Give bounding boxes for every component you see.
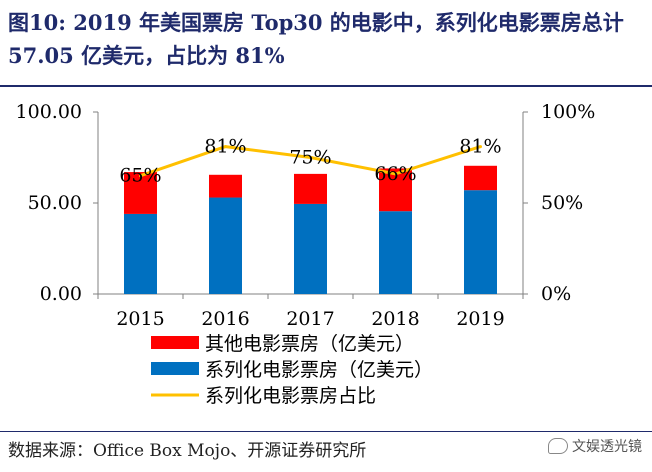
x-tick-label: 2019 xyxy=(456,308,504,330)
x-tick-label: 2018 xyxy=(371,308,419,330)
y-right-tick-label: 50% xyxy=(541,192,583,214)
bar-series-2016 xyxy=(209,197,242,294)
legend-swatch-0 xyxy=(151,336,199,349)
bar-other-2019 xyxy=(464,165,497,191)
y-left-tick-label: 50.00 xyxy=(28,192,82,214)
bar-series-2017 xyxy=(294,203,327,294)
bar-series-2015 xyxy=(124,213,157,294)
x-tick-label: 2015 xyxy=(116,308,164,330)
share-label-2015: 65% xyxy=(119,165,161,187)
title-divider xyxy=(0,85,652,87)
legend-label-2: 系列化电影票房占比 xyxy=(205,385,376,407)
share-label-2017: 75% xyxy=(289,147,331,169)
legend: 其他电影票房（亿美元） 系列化电影票房（亿美元） 系列化电影票房占比 xyxy=(151,333,433,407)
share-label-2018: 66% xyxy=(374,163,416,185)
legend-label-1: 系列化电影票房（亿美元） xyxy=(205,359,433,381)
bar-series-2019 xyxy=(464,190,497,294)
axes-layer: 0.00 50.00 100.00 0% 50% 100% 2015 2016 2017 2018… xyxy=(16,101,596,330)
bars-layer xyxy=(124,165,497,294)
y-left-tick-label: 0.00 xyxy=(40,283,82,305)
share-point-2015 xyxy=(139,174,142,178)
share-point-2019 xyxy=(479,145,482,149)
chart: 0.00 50.00 100.00 0% 50% 100% 2015 2016 2017 2018… xyxy=(16,101,596,407)
y-right-tick-label: 0% xyxy=(541,283,571,305)
share-label-2019: 81% xyxy=(459,136,501,158)
legend-label-0: 其他电影票房（亿美元） xyxy=(205,333,414,355)
source-note: 数据来源：Office Box Mojo、开源证券研究所 xyxy=(8,441,367,461)
x-tick-label: 2016 xyxy=(201,308,249,330)
legend-swatch-1 xyxy=(151,362,199,375)
bar-other-2016 xyxy=(209,174,242,198)
watermark-text: 文娱透光镜 xyxy=(572,439,642,455)
share-line-layer xyxy=(139,145,482,178)
bar-other-2018 xyxy=(379,168,412,212)
watermark: 文娱透光镜 xyxy=(548,436,642,456)
bar-other-2015 xyxy=(124,172,157,214)
bar-other-2017 xyxy=(294,173,327,204)
share-point-2017 xyxy=(309,156,312,159)
share-point-2016 xyxy=(224,145,227,149)
share-label-2016: 81% xyxy=(204,136,246,158)
chat-bubble-icon xyxy=(548,438,568,454)
figure-title: 图10: 2019 年美国票房 Top30 的电影中，系列化电影票房总计 57.… xyxy=(8,10,624,68)
data-labels-layer: 65% 81% 75% 66% 81% xyxy=(119,136,501,187)
share-point-2018 xyxy=(394,172,397,176)
footer-divider xyxy=(0,431,652,432)
bar-series-2018 xyxy=(379,211,412,294)
y-left-tick-label: 100.00 xyxy=(16,101,82,123)
y-right-tick-label: 100% xyxy=(541,101,595,123)
x-tick-label: 2017 xyxy=(286,308,334,330)
